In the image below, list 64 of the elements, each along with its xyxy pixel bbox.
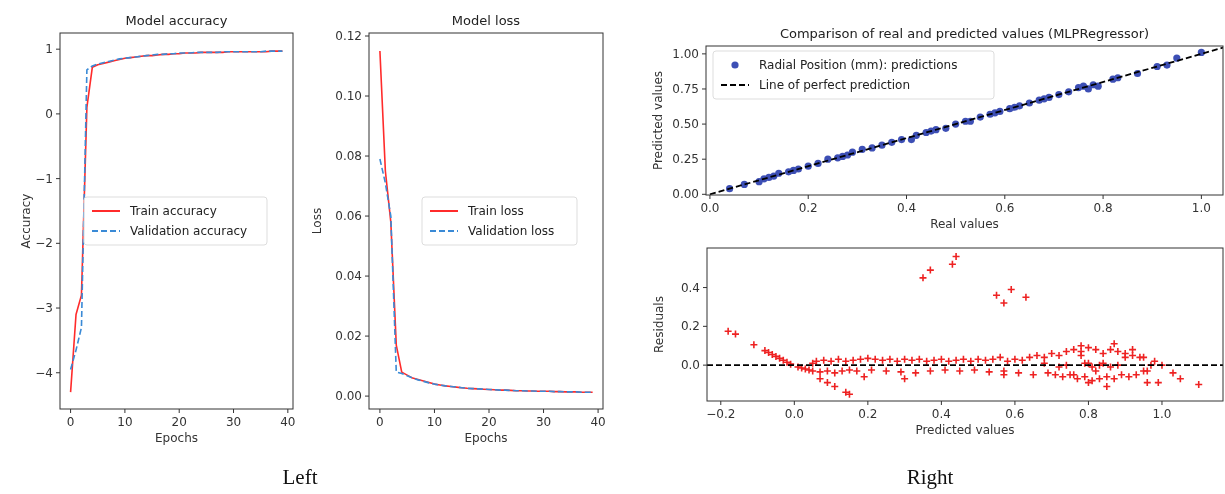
x-tick-label: 40 <box>280 415 296 429</box>
x-tick-label: 20 <box>171 415 187 429</box>
x-tick-label: 0.8 <box>1093 201 1113 215</box>
legend-label: Train loss <box>467 204 524 218</box>
y-tick-label: 0 <box>45 106 53 121</box>
x-tick-label: 0.0 <box>700 201 720 215</box>
legend-label: Validation loss <box>468 224 555 238</box>
text: Right <box>906 465 954 489</box>
x-tick-label: 1.0 <box>1152 407 1172 421</box>
y-tick-label: 1 <box>45 42 53 57</box>
y-axis-title: Accuracy <box>19 193 33 249</box>
y-axis-title: Residuals <box>652 296 666 353</box>
y-tick-label: −2 <box>35 236 53 251</box>
y-tick-label: 0.75 <box>672 81 699 96</box>
x-tick-label: 0.4 <box>896 201 917 215</box>
x-tick-label: 0.6 <box>995 201 1015 215</box>
x-tick-label: −0.2 <box>706 407 736 421</box>
x-tick-label: 0.4 <box>931 407 951 421</box>
x-tick-label: 10 <box>117 415 133 429</box>
legend-label: Train accuracy <box>129 204 217 218</box>
line-series <box>379 158 594 393</box>
y-tick-label: 1.00 <box>672 46 699 61</box>
y-axis-title: Loss <box>310 207 324 235</box>
y-tick-label: 0.10 <box>335 89 362 104</box>
y-tick-label: 0.00 <box>672 187 699 202</box>
x-axis-title: Predicted values <box>915 423 1015 437</box>
x-axis-title: Epochs <box>155 431 198 445</box>
y-axis-title: Predicted values <box>651 70 665 171</box>
x-tick-label: 0.8 <box>1078 407 1098 421</box>
y-tick-label: 0.04 <box>335 269 362 284</box>
y-tick-label: 0.50 <box>672 117 699 132</box>
x-tick-label: 0 <box>66 415 75 429</box>
x-tick-label: 1.0 <box>1191 201 1211 215</box>
y-tick-label: 0.08 <box>335 149 362 164</box>
legend-label: Line of perfect prediction <box>759 78 911 92</box>
x-tick-label: 0.0 <box>784 407 804 421</box>
y-tick-label: −4 <box>35 365 53 380</box>
y-tick-label: 0.02 <box>335 329 362 344</box>
y-tick-label: 0.2 <box>680 319 700 334</box>
chart-title: Comparison of real and predicted values (MLPRegressor) <box>779 26 1150 41</box>
x-tick-label: 30 <box>535 415 552 429</box>
y-tick-label: 0.00 <box>335 389 362 404</box>
y-tick-label: −1 <box>35 171 53 186</box>
text: Left <box>282 465 318 489</box>
x-tick-label: 20 <box>481 415 497 429</box>
legend-label: Validation accuracy <box>130 224 248 238</box>
y-tick-label: 0.0 <box>680 358 700 373</box>
legend-label: Radial Position (mm): predictions <box>759 58 958 72</box>
y-tick-label: 0.25 <box>672 152 699 167</box>
chart-title: Model loss <box>451 13 521 28</box>
x-axis-title: Epochs <box>464 431 508 445</box>
chart-title: Model accuracy <box>125 13 228 28</box>
y-tick-label: −3 <box>35 301 53 316</box>
y-tick-label: 0.12 <box>335 29 362 43</box>
x-tick-label: 40 <box>590 415 606 429</box>
x-tick-label: 10 <box>426 415 443 429</box>
x-tick-label: 0.2 <box>798 201 818 215</box>
x-tick-label: 30 <box>225 415 242 429</box>
x-axis-title: Real values <box>930 217 999 231</box>
x-tick-label: 0.6 <box>1005 407 1025 421</box>
x-tick-label: 0.2 <box>858 407 878 421</box>
y-tick-label: 0.06 <box>335 209 362 224</box>
x-tick-label: 0 <box>376 415 384 429</box>
y-tick-label: 0.4 <box>680 280 700 295</box>
